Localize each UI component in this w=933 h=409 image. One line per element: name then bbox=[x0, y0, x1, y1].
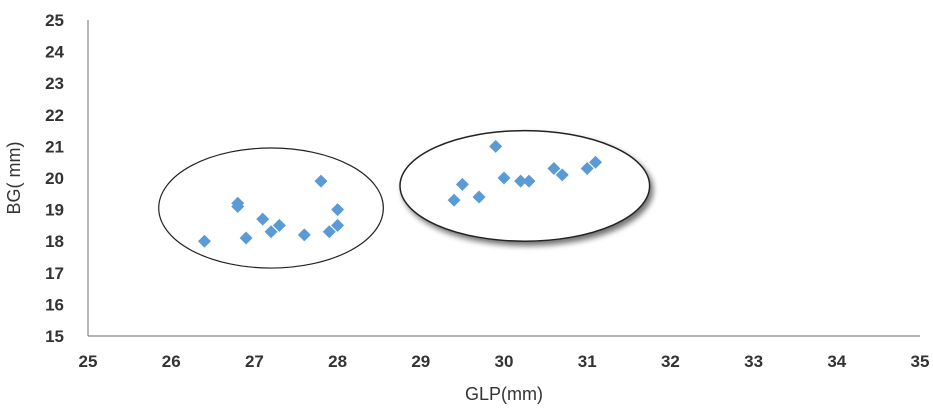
cluster-ellipse-1 bbox=[158, 147, 384, 269]
y-tick-label: 22 bbox=[45, 106, 64, 125]
x-tick-label: 29 bbox=[411, 352, 430, 371]
cluster-annotations bbox=[158, 129, 651, 269]
x-tick-label: 30 bbox=[495, 352, 514, 371]
y-tick-label: 17 bbox=[45, 264, 64, 283]
data-point-diamond bbox=[256, 212, 270, 226]
y-tick-label: 24 bbox=[45, 43, 64, 62]
data-point-diamond bbox=[272, 218, 286, 232]
data-point-diamond bbox=[555, 168, 569, 182]
y-tick-label: 25 bbox=[45, 11, 64, 30]
data-point-diamond bbox=[239, 231, 253, 245]
data-point-diamond bbox=[455, 177, 469, 191]
axes bbox=[87, 20, 920, 337]
axis-ticks: 25 26 27 28 29 30 31 32 33 34 35 15 16 17 18 19 20 21 22 23… bbox=[45, 11, 929, 371]
x-tick-label: 35 bbox=[911, 352, 930, 371]
x-tick-label: 28 bbox=[328, 352, 347, 371]
data-point-diamond bbox=[522, 174, 536, 188]
data-point-diamond bbox=[264, 225, 278, 239]
y-tick-label: 21 bbox=[45, 137, 64, 156]
data-point-diamond bbox=[322, 225, 336, 239]
data-point-diamond bbox=[331, 203, 345, 217]
data-point-diamond bbox=[547, 162, 561, 176]
data-point-diamond bbox=[231, 199, 245, 213]
y-tick-label: 16 bbox=[45, 295, 64, 314]
x-tick-label: 26 bbox=[162, 352, 181, 371]
data-point-diamond bbox=[514, 174, 528, 188]
x-tick-label: 34 bbox=[827, 352, 846, 371]
x-tick-label: 27 bbox=[245, 352, 264, 371]
data-point-diamond bbox=[489, 139, 503, 153]
x-tick-label: 33 bbox=[744, 352, 763, 371]
data-point-diamond bbox=[331, 218, 345, 232]
data-point-diamond bbox=[580, 162, 594, 176]
y-tick-label: 18 bbox=[45, 232, 64, 251]
data-point-diamond bbox=[447, 193, 461, 207]
x-tick-label: 31 bbox=[578, 352, 597, 371]
y-axis-title: BG( mm) bbox=[4, 142, 24, 215]
y-tick-label: 15 bbox=[45, 327, 64, 346]
y-tick-label: 19 bbox=[45, 201, 64, 220]
y-tick-label: 23 bbox=[45, 74, 64, 93]
x-axis-title: GLP(mm) bbox=[465, 384, 543, 404]
data-point-diamond bbox=[197, 234, 211, 248]
data-point-diamond bbox=[589, 155, 603, 169]
cluster-ellipse-2 bbox=[399, 129, 651, 242]
x-tick-label: 32 bbox=[661, 352, 680, 371]
data-points bbox=[197, 139, 603, 248]
x-tick-label: 25 bbox=[79, 352, 98, 371]
data-point-diamond bbox=[497, 171, 511, 185]
y-tick-label: 20 bbox=[45, 169, 64, 188]
data-point-diamond bbox=[314, 174, 328, 188]
data-point-diamond bbox=[472, 190, 486, 204]
data-point-diamond bbox=[297, 228, 311, 242]
